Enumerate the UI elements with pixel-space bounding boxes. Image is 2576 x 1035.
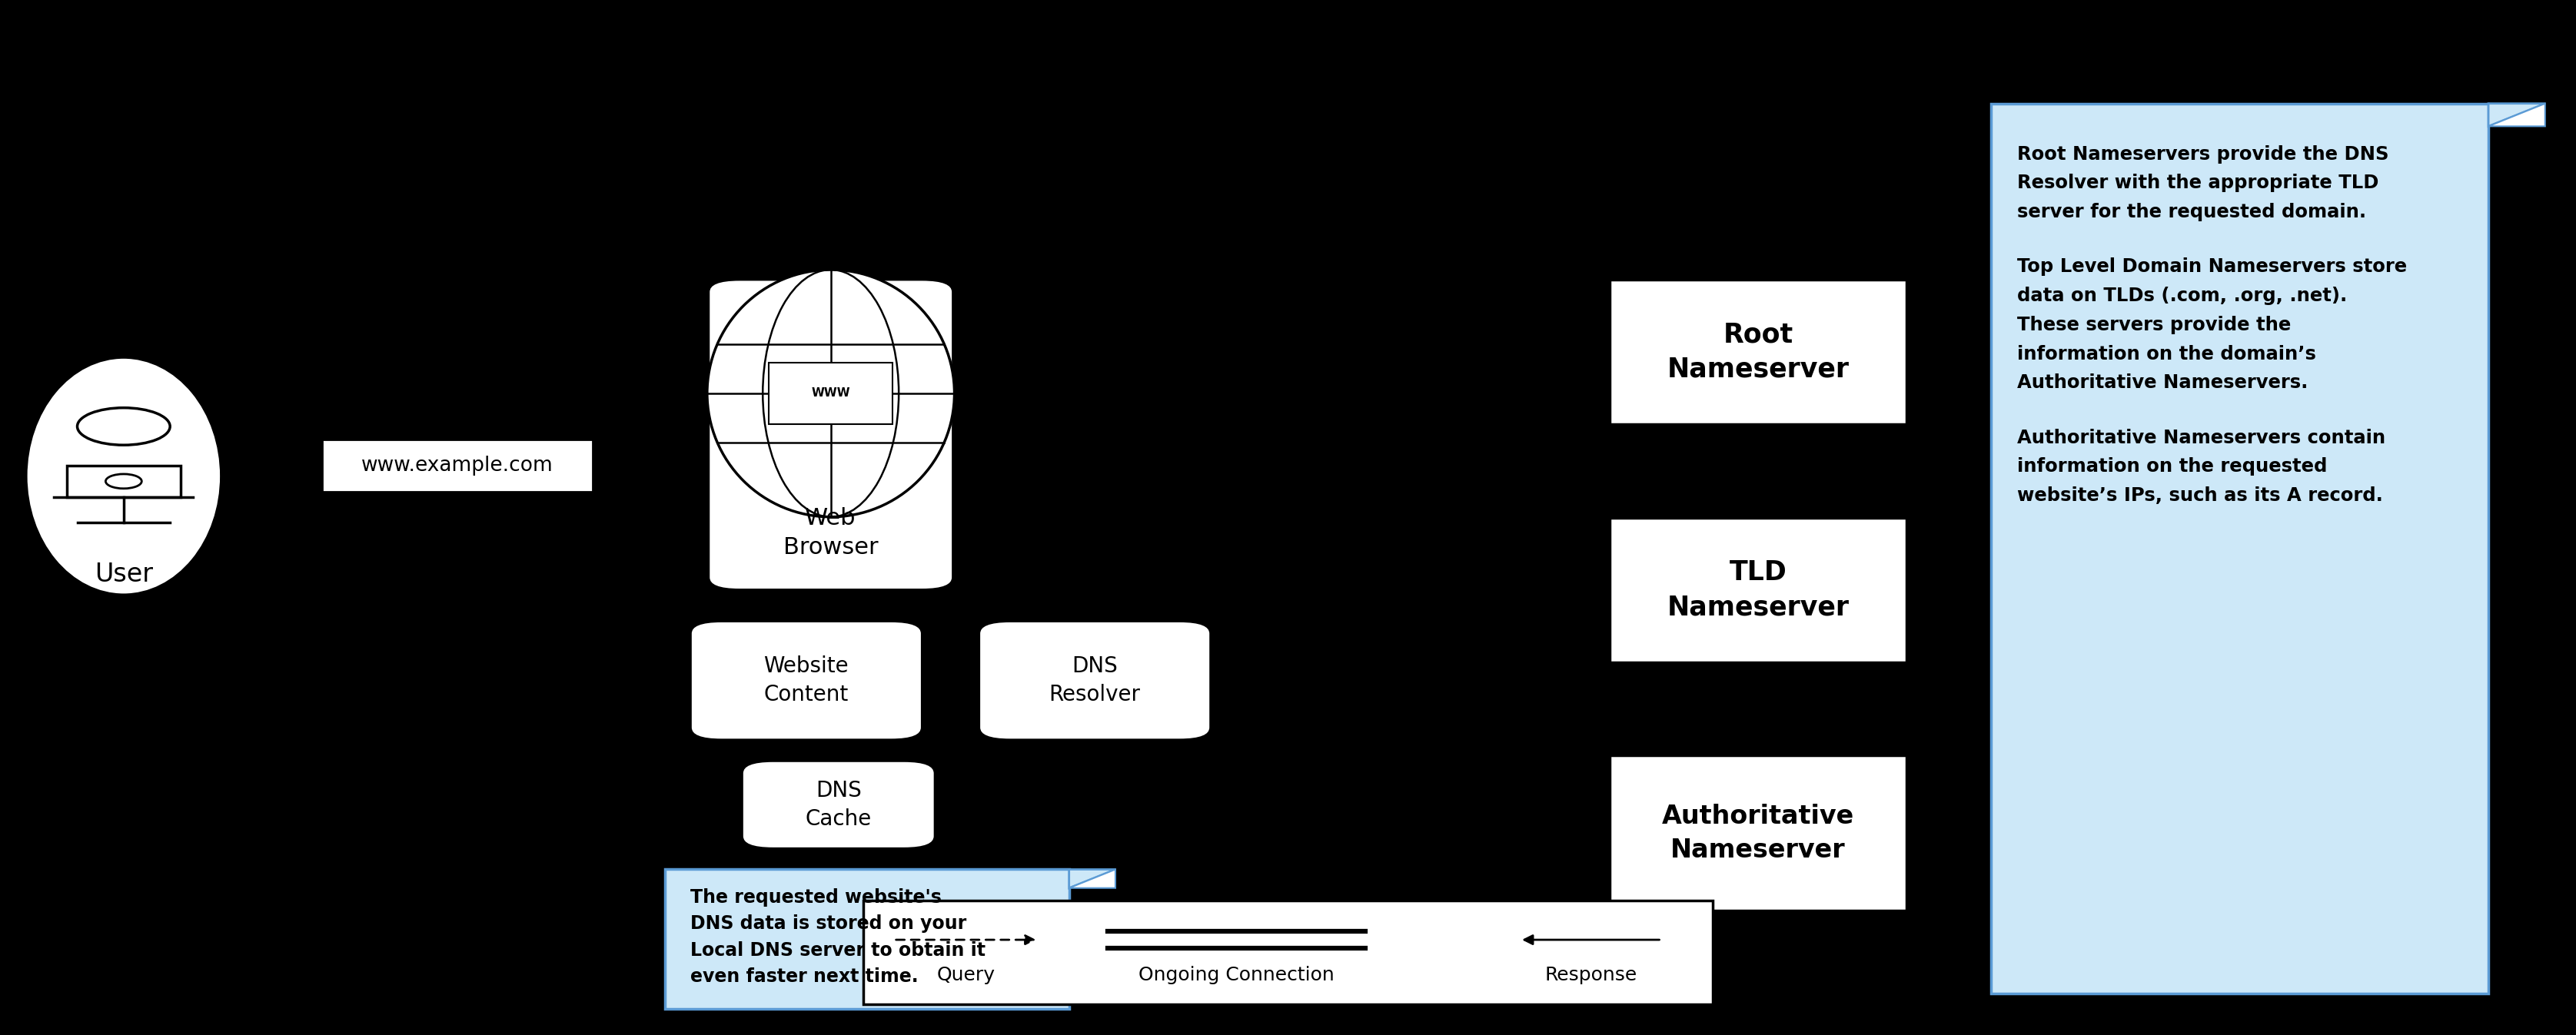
Text: Web
Browser: Web Browser bbox=[783, 507, 878, 559]
Text: Top Level Domain Nameservers store: Top Level Domain Nameservers store bbox=[2017, 258, 2406, 276]
Text: Authoritative Nameservers.: Authoritative Nameservers. bbox=[2017, 374, 2308, 392]
FancyBboxPatch shape bbox=[1610, 756, 1906, 911]
FancyBboxPatch shape bbox=[863, 900, 1713, 1004]
FancyBboxPatch shape bbox=[1991, 104, 2488, 994]
Circle shape bbox=[77, 408, 170, 445]
Text: data on TLDs (.com, .org, .net).: data on TLDs (.com, .org, .net). bbox=[2017, 287, 2347, 305]
Text: DNS
Cache: DNS Cache bbox=[806, 779, 871, 830]
FancyBboxPatch shape bbox=[690, 621, 922, 740]
Text: DNS
Resolver: DNS Resolver bbox=[1048, 655, 1141, 706]
Text: The requested website's
DNS data is stored on your
Local DNS server to obtain it: The requested website's DNS data is stor… bbox=[690, 888, 987, 986]
Text: Ongoing Connection: Ongoing Connection bbox=[1139, 966, 1334, 984]
Text: Authoritative
Nameserver: Authoritative Nameserver bbox=[1662, 804, 1855, 862]
FancyBboxPatch shape bbox=[1610, 279, 1906, 424]
Text: These servers provide the: These servers provide the bbox=[2017, 316, 2290, 334]
FancyBboxPatch shape bbox=[665, 869, 1069, 1009]
FancyBboxPatch shape bbox=[708, 279, 953, 590]
FancyBboxPatch shape bbox=[67, 466, 180, 497]
FancyBboxPatch shape bbox=[1610, 518, 1906, 662]
Polygon shape bbox=[1069, 869, 1115, 888]
Text: website’s IPs, such as its A record.: website’s IPs, such as its A record. bbox=[2017, 486, 2383, 505]
Text: Authoritative Nameservers contain: Authoritative Nameservers contain bbox=[2017, 428, 2385, 447]
FancyBboxPatch shape bbox=[742, 761, 935, 849]
Text: server for the requested domain.: server for the requested domain. bbox=[2017, 203, 2367, 221]
FancyBboxPatch shape bbox=[322, 440, 592, 492]
Circle shape bbox=[106, 474, 142, 489]
Text: information on the domain’s: information on the domain’s bbox=[2017, 345, 2316, 363]
Ellipse shape bbox=[706, 270, 956, 516]
Polygon shape bbox=[1069, 869, 1115, 888]
Polygon shape bbox=[2488, 104, 2545, 126]
Text: Root Nameservers provide the DNS: Root Nameservers provide the DNS bbox=[2017, 145, 2388, 164]
Polygon shape bbox=[2488, 104, 2545, 126]
FancyBboxPatch shape bbox=[979, 621, 1211, 740]
FancyBboxPatch shape bbox=[770, 362, 894, 424]
Text: www.example.com: www.example.com bbox=[361, 455, 554, 476]
Ellipse shape bbox=[26, 357, 222, 595]
Text: TLD
Nameserver: TLD Nameserver bbox=[1667, 560, 1850, 620]
Text: Query: Query bbox=[938, 966, 994, 984]
Text: Response: Response bbox=[1546, 966, 1636, 984]
Text: User: User bbox=[95, 562, 152, 587]
Text: Website
Content: Website Content bbox=[762, 655, 850, 706]
Text: WWW: WWW bbox=[811, 387, 850, 400]
Text: Root
Nameserver: Root Nameserver bbox=[1667, 322, 1850, 382]
Text: Resolver with the appropriate TLD: Resolver with the appropriate TLD bbox=[2017, 174, 2378, 193]
Text: information on the requested: information on the requested bbox=[2017, 457, 2326, 476]
